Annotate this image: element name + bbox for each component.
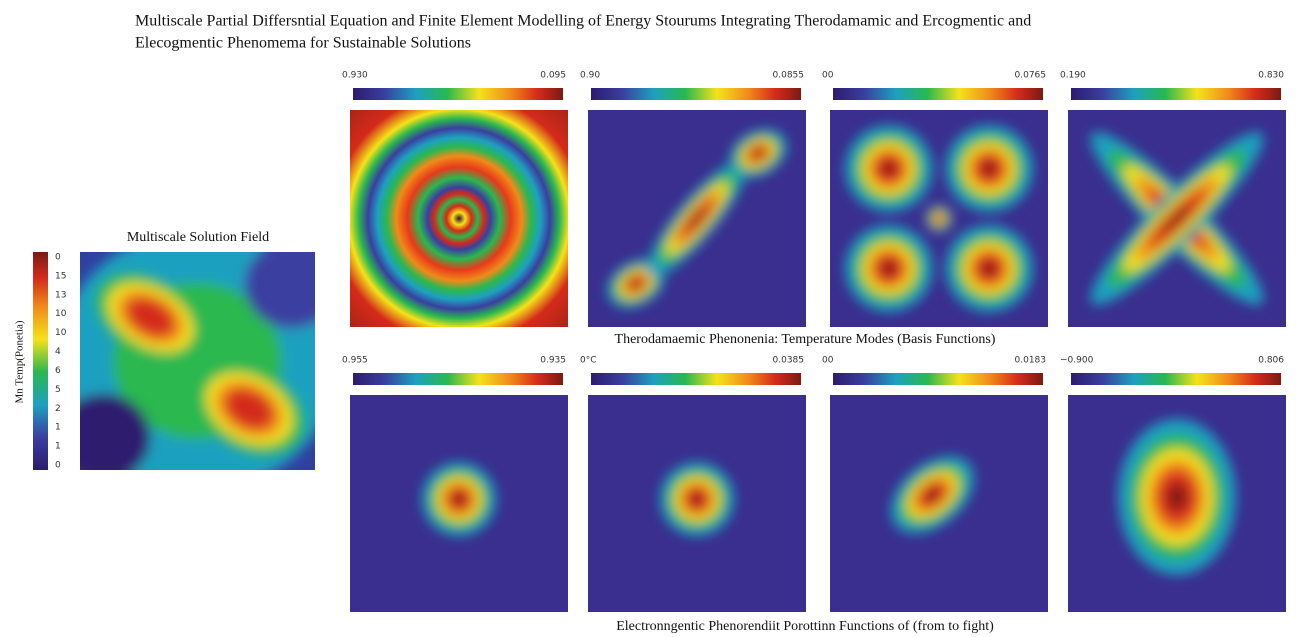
title-line: Elecogmentic Phenomema for Sustainable S… (135, 35, 471, 52)
colorbar-max-label: 0.0183 (1015, 356, 1047, 366)
colorbar (33, 252, 48, 470)
heatmap (350, 395, 568, 612)
colorbar-max-label: 0.0855 (773, 71, 805, 81)
colorbar-max-label: 0.095 (540, 71, 566, 81)
colorbar-min-label: 0°C (580, 356, 597, 366)
colorbar-label: 10 (55, 328, 67, 338)
colorbar-label: 0 (55, 253, 61, 263)
field-blob (691, 493, 703, 505)
field-blob (245, 241, 339, 328)
colorbar (353, 373, 563, 385)
heatmap-field (660, 462, 734, 536)
figure: Multiscale Partial Differsntial Equation… (0, 0, 1313, 637)
colorbar (1071, 88, 1281, 100)
colorbar (833, 373, 1043, 385)
colorbar-min-label: 0.90 (580, 71, 600, 81)
title-line: Multiscale Partial Differsntial Equation… (135, 13, 1031, 30)
heatmap (1068, 110, 1286, 327)
field-blob (982, 261, 996, 275)
colorbar-max-label: 0.0385 (773, 356, 805, 366)
field-blob (937, 216, 941, 220)
heatmap (830, 395, 1048, 612)
heatmap-background (350, 110, 568, 327)
field-blob (453, 493, 465, 505)
colorbar-min-label: 0.190 (1060, 71, 1086, 81)
colorbar-max-label: 0.830 (1258, 71, 1284, 81)
panel-title: Multiscale Solution Field (127, 230, 269, 245)
heatmap (588, 395, 806, 612)
field-blob (982, 162, 996, 176)
y-axis-label: Mn Temp(Ponetia) (14, 320, 26, 403)
colorbar-max-label: 0.806 (1258, 356, 1284, 366)
colorbar (591, 88, 801, 100)
colorbar (833, 88, 1043, 100)
heatmap-field (57, 230, 339, 492)
colorbar-label: 15 (55, 271, 66, 281)
field-blob (57, 394, 151, 481)
colorbar-label: 13 (55, 290, 66, 300)
colorbar (591, 373, 801, 385)
colorbar-min-label: 00 (822, 71, 834, 81)
colorbar-label: 10 (55, 309, 67, 319)
colorbar-max-label: 0.0765 (1015, 71, 1047, 81)
colorbar-label: 5 (55, 385, 61, 395)
field-blob (882, 261, 896, 275)
heatmap (350, 110, 568, 327)
colorbar-label: 6 (55, 366, 61, 376)
field-blob (1168, 484, 1187, 509)
colorbar-min-label: 0.955 (342, 356, 368, 366)
heatmap (1068, 395, 1286, 612)
row-caption: Therodamaemic Phenonenia: Temperature Mo… (615, 332, 996, 347)
row-caption: Electronngentic Phenorendiit Porottinn F… (616, 619, 994, 634)
colorbar-max-label: 0.935 (540, 356, 566, 366)
colorbar-min-label: −0.900 (1060, 356, 1094, 366)
heatmap (588, 110, 806, 327)
colorbar-min-label: 00 (822, 356, 834, 366)
field-blob (882, 162, 896, 176)
heatmap (57, 230, 339, 492)
colorbar (1071, 373, 1281, 385)
colorbar (353, 88, 563, 100)
colorbar-label: 0 (55, 461, 61, 471)
colorbar-min-label: 0.930 (342, 71, 368, 81)
colorbar-label: 1 (55, 423, 61, 433)
colorbar-label: 2 (55, 404, 61, 414)
heatmap-field (422, 462, 496, 536)
heatmap (830, 110, 1048, 327)
colorbar-label: 4 (55, 347, 61, 357)
colorbar-label: 1 (55, 442, 61, 452)
heatmap-field (1118, 419, 1236, 575)
